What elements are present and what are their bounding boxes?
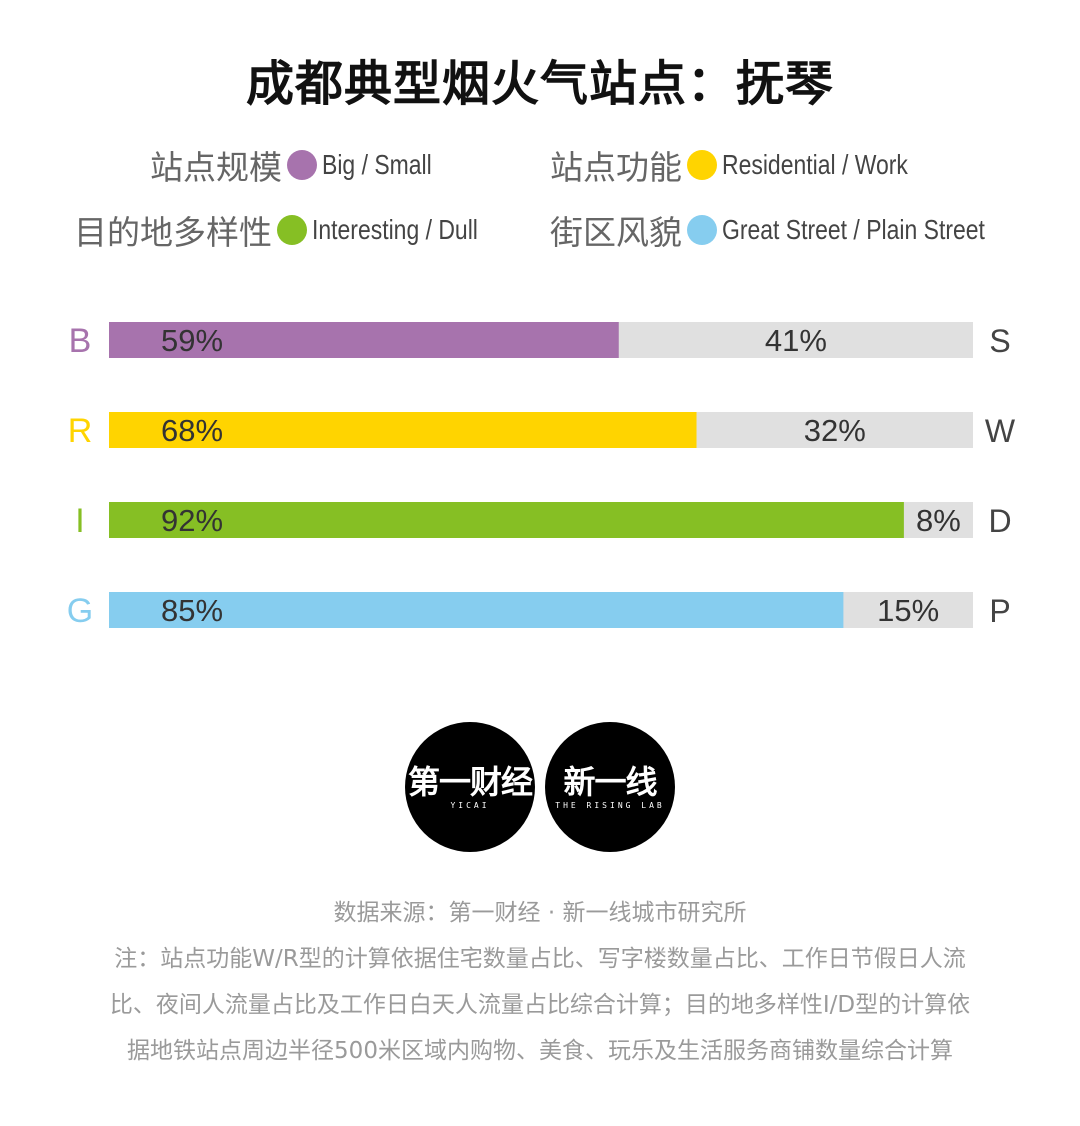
value-label-remainder: 15% — [877, 593, 939, 628]
yicai-logo-subtext: YICAI — [450, 800, 490, 810]
bar-chart: B S 59% 41% R W 68% 32% I D 92% 8% G P 85% 15% — [67, 322, 1016, 630]
value-label-primary: 92% — [161, 503, 223, 538]
legend-item-size: 站点规模 Big / Small — [150, 145, 456, 187]
value-label-primary: 68% — [161, 413, 223, 448]
yicai-logo-text: 第一财经 — [407, 762, 533, 801]
value-label-primary: 85% — [161, 593, 223, 628]
chart-title: 成都典型烟火气站点：抚琴 — [245, 56, 834, 112]
note-line-2: 比、夜间人流量占比及工作日白天人流量占比综合计算；目的地多样性I/D型的计算依 — [109, 992, 971, 1018]
legend-label: 站点功能 — [550, 148, 682, 187]
rising-lab-logo-subtext: THE RISING LAB — [555, 800, 665, 810]
value-label-remainder: 8% — [916, 503, 961, 538]
value-label-primary: 59% — [161, 323, 223, 358]
note-line-3: 据地铁站点周边半径500米区域内购物、美食、玩乐及生活服务商铺数量综合计算 — [127, 1038, 953, 1064]
legend-label: 站点规模 — [150, 148, 282, 187]
legend-label: 街区风貌 — [550, 213, 682, 252]
legend-dot-icon — [277, 215, 307, 245]
legend-desc: Big / Small — [322, 149, 432, 180]
category-label-r: R — [68, 412, 93, 450]
legend-dot-icon — [687, 215, 717, 245]
legend-desc: Great Street / Plain Street — [722, 214, 985, 245]
legend-item-diversity: 目的地多样性 Interesting / Dull — [74, 210, 514, 252]
legend-dot-icon — [287, 150, 317, 180]
opposite-label-s: S — [989, 323, 1010, 359]
bar-primary-r — [109, 412, 697, 448]
bar-primary-b — [109, 322, 619, 358]
legend-item-streetscape: 街区风貌 Great Street / Plain Street — [550, 210, 1043, 252]
opposite-label-p: P — [989, 593, 1010, 629]
category-label-i: I — [75, 502, 84, 540]
opposite-label-w: W — [985, 413, 1016, 449]
category-label-b: B — [69, 322, 92, 360]
bar-primary-i — [109, 502, 904, 538]
rising-lab-logo-text: 新一线 — [563, 762, 657, 801]
legend-desc: Interesting / Dull — [312, 214, 478, 245]
bar-primary-g — [109, 592, 844, 628]
legend-desc: Residential / Work — [722, 149, 908, 180]
value-label-remainder: 32% — [804, 413, 866, 448]
legend-label: 目的地多样性 — [74, 213, 272, 252]
yicai-logo: 第一财经 YICAI — [405, 722, 535, 852]
note-line-1: 注：站点功能W/R型的计算依据住宅数量占比、写字楼数量占比、工作日节假日人流 — [114, 946, 966, 972]
legend-dot-icon — [687, 150, 717, 180]
category-label-g: G — [67, 592, 93, 630]
opposite-label-d: D — [988, 503, 1011, 539]
data-source: 数据来源：第一财经 · 新一线城市研究所 — [333, 900, 747, 926]
legend-item-function: 站点功能 Residential / Work — [550, 145, 949, 187]
rising-lab-logo: 新一线 THE RISING LAB — [545, 722, 675, 852]
value-label-remainder: 41% — [765, 323, 827, 358]
